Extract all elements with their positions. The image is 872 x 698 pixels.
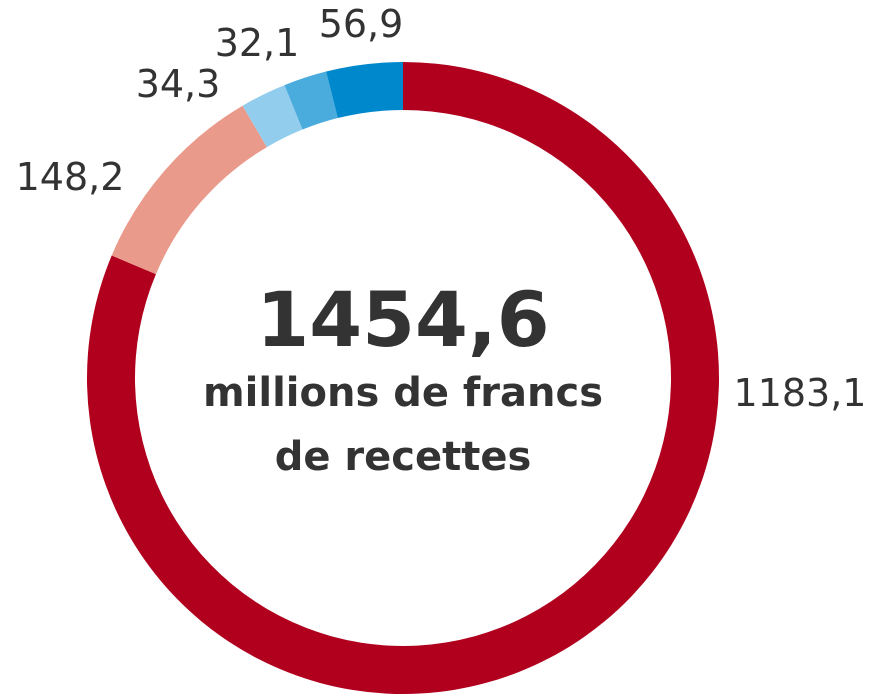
slice-label-1: 1183,1: [734, 371, 867, 415]
center-caption-line-1: millions de francs: [203, 370, 603, 416]
donut-slice-4: [284, 71, 338, 130]
center-caption-line-2: de recettes: [275, 434, 532, 480]
donut-slice-2: [111, 105, 267, 275]
slice-label-5: 56,9: [319, 2, 404, 46]
slice-labels: 1183,1 148,2 34,332,1 56,9: [16, 2, 867, 415]
donut-slices: [87, 62, 720, 694]
slice-label-2: 148,2: [16, 155, 125, 199]
slice-label-3: 34,3: [136, 62, 221, 106]
center-text: 1454,6 millions de francs de recettes: [203, 275, 603, 480]
slice-label-4: 32,1: [215, 21, 300, 65]
center-total: 1454,6: [256, 275, 549, 364]
donut-slice-5: [326, 62, 403, 119]
donut-slice-3: [242, 85, 303, 148]
